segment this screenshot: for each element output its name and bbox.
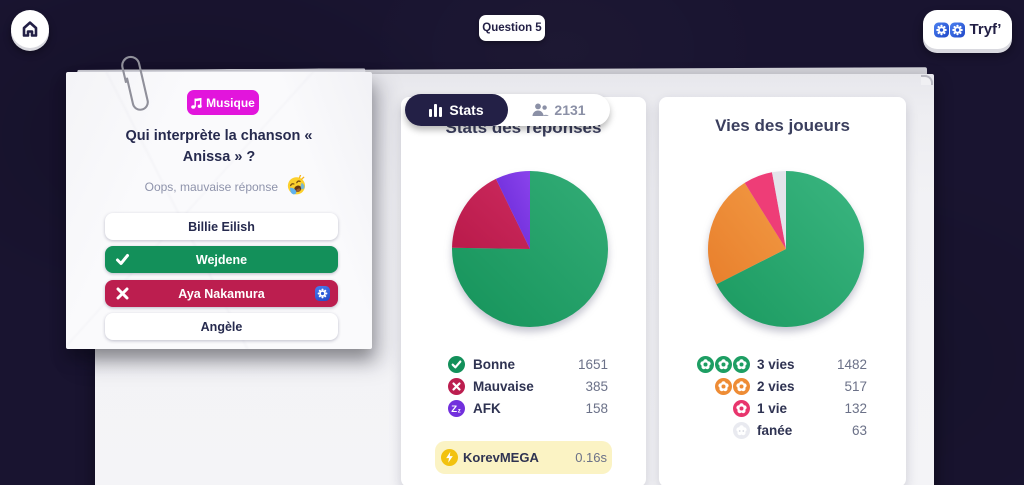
svg-text:Z: Z: [451, 404, 457, 415]
svg-text:z: z: [458, 408, 461, 414]
